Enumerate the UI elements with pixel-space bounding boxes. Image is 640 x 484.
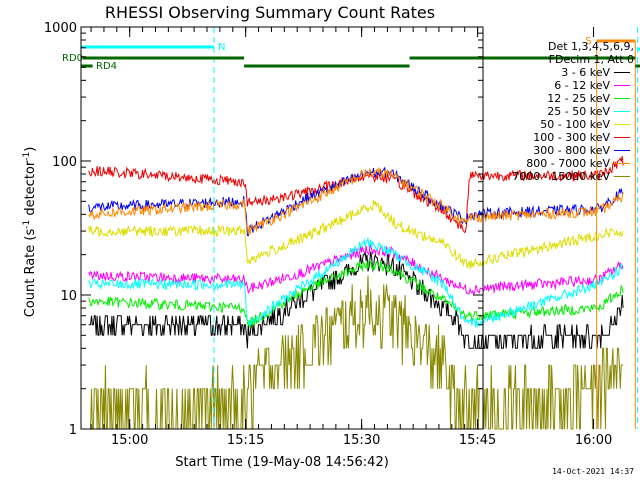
night-flag-label: N — [218, 42, 225, 53]
y-tick-label: 1 — [69, 423, 77, 438]
legend-swatch — [614, 150, 630, 151]
series-line — [88, 166, 624, 235]
rd0-flag-label: RD0 — [62, 53, 83, 64]
legend-item-label: 25 - 50 keV — [547, 105, 610, 118]
legend-item: 7000 - 15000 keV — [482, 170, 634, 183]
legend-swatch — [614, 137, 630, 138]
plot-frame — [80, 26, 484, 430]
legend-item-label: 50 - 100 keV — [540, 118, 610, 131]
legend-item: 100 - 300 keV — [482, 131, 634, 144]
series-line — [88, 275, 624, 430]
y-tick-label: 10 — [60, 289, 77, 304]
legend-swatch — [614, 72, 630, 73]
y-tick-label: 1000 — [44, 21, 77, 36]
legend-item-label: 7000 - 15000 keV — [512, 170, 610, 183]
y-tick-label: 100 — [52, 155, 77, 170]
series-line — [88, 155, 624, 234]
legend-swatch — [614, 176, 630, 177]
legend-item: 6 - 12 keV — [482, 79, 634, 92]
series-line — [88, 260, 624, 329]
legend-item: 300 - 800 keV — [482, 144, 634, 157]
legend-swatch — [614, 85, 630, 86]
series-line — [88, 237, 624, 328]
x-tick-label: 15:15 — [227, 433, 264, 448]
series-line — [88, 251, 624, 349]
rd4-flag-label: RD4 — [96, 61, 117, 72]
y-axis-label: Count Rate (s-1 detector-1) — [22, 147, 38, 318]
legend-header-line: Det 1,3,4,5,6,9, — [547, 40, 634, 53]
legend-item-label: 12 - 25 keV — [547, 92, 610, 105]
legend: Det 1,3,4,5,6,9, FDecim 1, Att 0 3 - 6 k… — [482, 40, 634, 183]
x-tick-label: 15:30 — [343, 433, 380, 448]
series-line — [88, 167, 624, 237]
x-tick-label: 15:45 — [459, 433, 496, 448]
legend-item: 800 - 7000 keV — [482, 157, 634, 170]
legend-swatch — [614, 98, 630, 99]
legend-item-label: 6 - 12 keV — [554, 79, 610, 92]
saa-flag-label: S — [585, 36, 591, 47]
legend-header-line: FDecim 1, Att 0 — [548, 53, 634, 66]
legend-item: 3 - 6 keV — [482, 66, 634, 79]
series-line — [88, 199, 624, 270]
x-axis-label: Start Time (19-May-08 14:56:42) — [175, 455, 389, 470]
legend-item-label: 300 - 800 keV — [533, 144, 610, 157]
legend-item-label: 100 - 300 keV — [533, 131, 610, 144]
legend-swatch — [614, 163, 630, 164]
legend-item: 25 - 50 keV — [482, 105, 634, 118]
legend-item-label: 3 - 6 keV — [561, 66, 610, 79]
legend-swatch — [614, 111, 630, 112]
timestamp: 14-Oct-2021 14:37 — [552, 467, 634, 476]
legend-item: 50 - 100 keV — [482, 118, 634, 131]
legend-item: 12 - 25 keV — [482, 92, 634, 105]
x-tick-label: 16:00 — [575, 433, 612, 448]
legend-swatch — [614, 124, 630, 125]
x-tick-label: 15:00 — [111, 433, 148, 448]
legend-item-label: 800 - 7000 keV — [526, 157, 610, 170]
chart-title: RHESSI Observing Summary Count Rates — [105, 3, 435, 22]
